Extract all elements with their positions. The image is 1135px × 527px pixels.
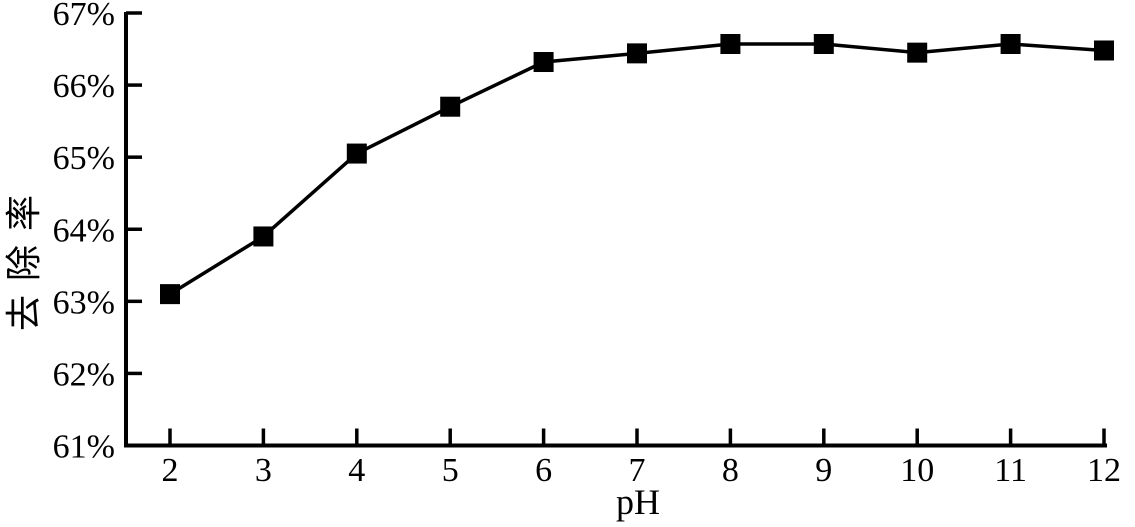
data-point-marker [440,96,461,117]
data-point-marker [1000,33,1021,54]
data-point-marker [1094,40,1114,61]
data-point-marker [346,143,367,164]
x-tick-label: 2 [162,452,179,489]
y-axis-title: 去除率 [4,180,44,332]
x-axis-title: pH [616,482,660,522]
data-series-line [169,42,1105,296]
x-tick-label: 3 [255,452,272,489]
y-tick-label: 65% [53,140,115,177]
y-tick-label: 64% [53,212,115,249]
x-tick-label: 12 [1087,452,1121,489]
data-point-marker [813,33,834,54]
y-tick-label: 63% [53,284,115,321]
y-tick-label: 67% [53,0,115,33]
x-tick-label: 9 [815,452,832,489]
data-point-marker [627,43,647,64]
x-tick-label: 4 [348,452,365,489]
data-point-marker [907,42,928,63]
x-tick-label: 10 [900,452,934,489]
x-tick-label: 6 [535,452,552,489]
y-tick-label: 62% [53,356,115,393]
y-tick-label: 61% [53,429,115,466]
data-point-marker [160,284,180,305]
y-tick-label: 66% [53,68,115,105]
data-point-marker [720,33,741,54]
x-tick-label: 8 [722,452,739,489]
x-tick-label: 7 [629,452,646,489]
data-point-marker [533,52,554,73]
data-point-marker [253,226,274,247]
x-tick-label: 5 [442,452,459,489]
x-tick-label: 11 [994,452,1027,489]
